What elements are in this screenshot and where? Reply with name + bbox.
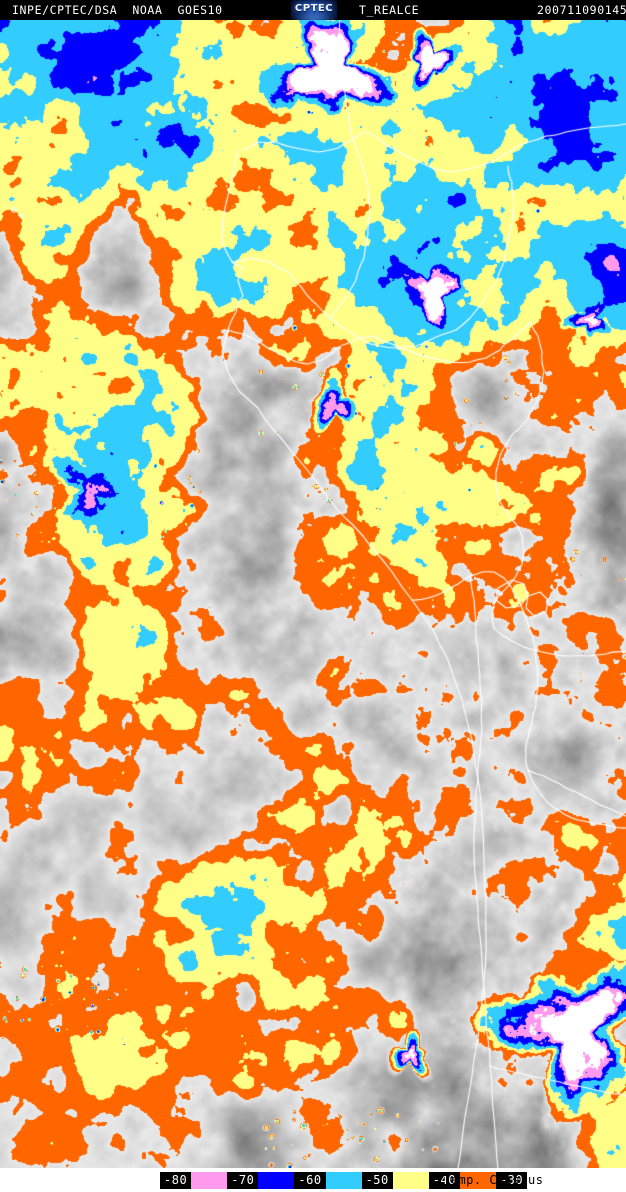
legend-units-label: Temp. Celsius: [443, 1173, 544, 1187]
header-source-label: INPE/CPTEC/DSA NOAA GOES10: [12, 3, 223, 17]
cptec-logo-text: CPTEC: [294, 3, 334, 14]
legend-label-minus80: -80: [160, 1172, 192, 1189]
legend-label-minus40: -40: [428, 1172, 460, 1189]
header-product-label: T_REALCE: [359, 3, 420, 17]
legend-swatch-minus80: [191, 1172, 228, 1189]
header-bar: INPE/CPTEC/DSA NOAA GOES10 CPTEC T_REALC…: [0, 0, 626, 20]
legend-label-minus50: -50: [361, 1172, 393, 1189]
satellite-image-canvas: [0, 20, 626, 1168]
cptec-logo: CPTEC: [291, 0, 337, 20]
legend-label-minus60: -60: [294, 1172, 326, 1189]
legend-swatch-minus60: [325, 1172, 362, 1189]
legend-label-minus70: -70: [227, 1172, 259, 1189]
legend-swatch-minus70: [258, 1172, 295, 1189]
satellite-image: [0, 20, 626, 1168]
legend-scale: -80 -70 -60 -50 -40 -30: [160, 1172, 528, 1189]
legend-swatch-minus40: [459, 1172, 496, 1189]
temperature-legend: -80 -70 -60 -50 -40 -30 Temp. Celsius: [0, 1168, 626, 1192]
legend-label-minus30: -30: [495, 1172, 528, 1189]
legend-swatch-minus50: [392, 1172, 429, 1189]
header-timestamp-label: 200711090145: [537, 3, 626, 17]
